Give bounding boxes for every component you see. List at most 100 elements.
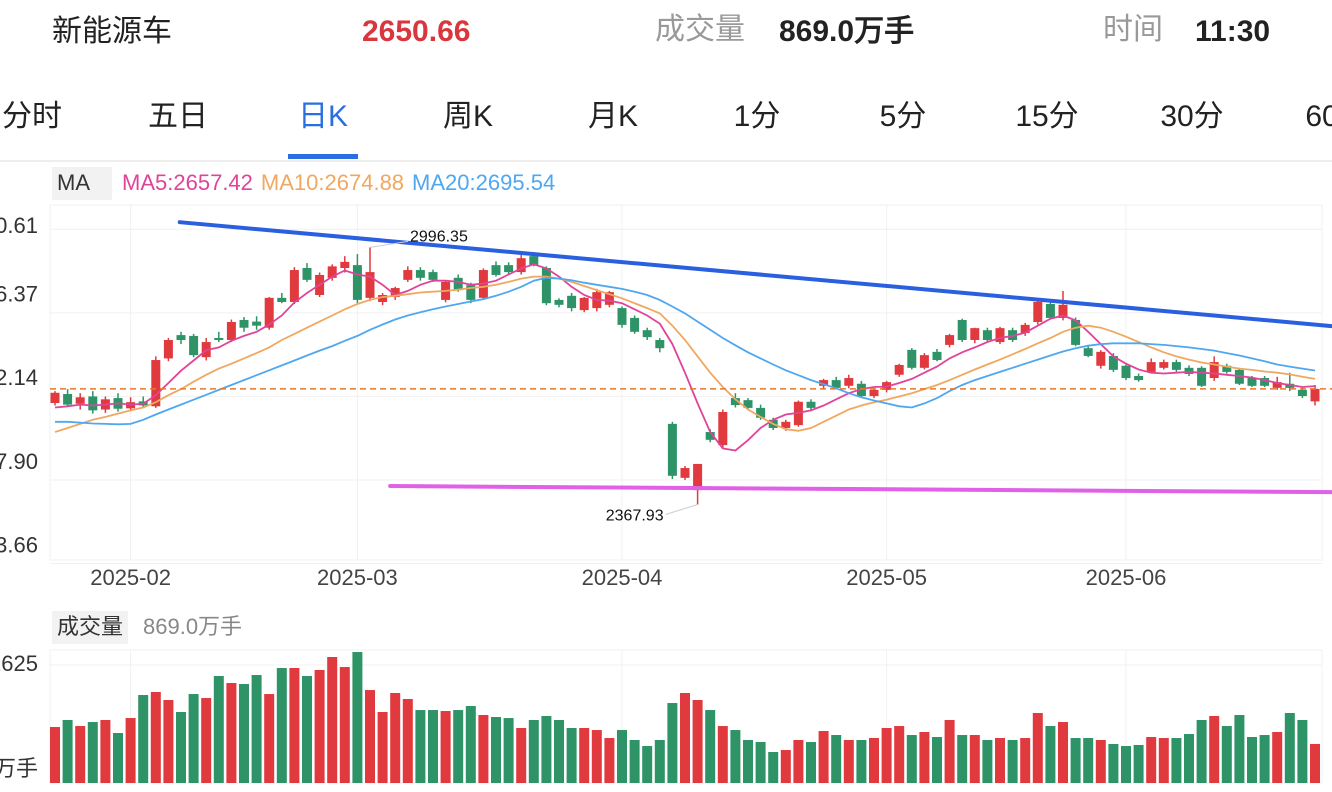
candle-body [1045, 304, 1055, 318]
volume-bar [1045, 726, 1056, 783]
volume-bar [402, 699, 413, 783]
candle-body [844, 378, 854, 386]
candle-body [705, 432, 715, 440]
tab[interactable]: 分时 [2, 100, 62, 133]
candle-body [919, 355, 929, 368]
volume-bar [100, 720, 111, 783]
price-plot-frame [49, 204, 1323, 561]
tab[interactable]: 1分 [734, 100, 781, 133]
annotation: 2996.35 [410, 229, 468, 246]
legend-separator: : [318, 170, 324, 195]
volume-bar [176, 712, 186, 783]
ma-line [54, 263, 1316, 452]
candle-body [277, 297, 287, 302]
x-tick-label: 2025-03 [317, 565, 398, 590]
y-tick-label: 2632.14 [0, 365, 38, 390]
candle-body [932, 351, 942, 361]
candle-body [567, 295, 577, 309]
volume-bar [1158, 738, 1169, 783]
time-label: 时间 [1103, 13, 1163, 46]
volume-bar [906, 735, 917, 783]
legend-name: MA10 [261, 170, 318, 195]
candle-body [1310, 388, 1320, 402]
candle-body [63, 394, 73, 405]
tab[interactable]: 五日 [148, 100, 208, 133]
candle-body [1159, 362, 1169, 368]
legend-name: MA20 [412, 170, 469, 195]
candle-body [466, 285, 476, 300]
candle-body [730, 398, 740, 406]
volume-bar [617, 730, 627, 783]
volume-bar [1133, 744, 1144, 783]
tab[interactable]: 月K [588, 100, 638, 133]
volume-bar [125, 718, 136, 783]
volume-bar [491, 716, 501, 783]
volume-bar [1032, 712, 1043, 783]
candle-body [630, 317, 640, 332]
candle-body [1247, 378, 1257, 386]
candle-body [1272, 382, 1282, 388]
volume-bar [1272, 732, 1283, 783]
volume-bar [1209, 716, 1220, 783]
candle-body [756, 407, 766, 418]
x-tick-label: 2025-02 [90, 565, 171, 590]
volume-bar [730, 730, 741, 783]
candle-body [604, 292, 614, 305]
candle-body [50, 392, 60, 403]
volume-bar [944, 720, 955, 783]
volume-bar [428, 710, 438, 783]
candle-body [327, 266, 337, 278]
volume-bar [339, 667, 350, 783]
volume-bar [869, 738, 879, 783]
candle-body [428, 272, 438, 280]
volume-bar [87, 722, 98, 783]
ma-badge [52, 167, 112, 200]
legend-separator: : [470, 170, 476, 195]
candle-body [491, 265, 501, 275]
candle-body [365, 272, 375, 298]
volume-title: 成交量 [57, 614, 123, 639]
candle-body [995, 328, 1005, 343]
volume-bar [365, 690, 375, 783]
volume-bar [516, 728, 527, 783]
legend-value: 2657.42 [173, 170, 253, 195]
tab[interactable]: 周K [443, 100, 493, 133]
volume-bar [415, 710, 426, 783]
volume-bar [881, 728, 892, 783]
volume-bar [113, 732, 123, 783]
candle-body [655, 340, 665, 349]
ma-line [55, 276, 1316, 426]
candle-body [1146, 362, 1156, 372]
volume-bar [1234, 715, 1245, 783]
volume-bar [591, 730, 602, 783]
volume-bar [818, 731, 829, 783]
volume-unit: 万手 [0, 756, 38, 781]
volume-bar [579, 728, 590, 783]
candle-body [239, 319, 249, 328]
y-tick-label: 2836.37 [0, 282, 38, 307]
candle-body [176, 335, 186, 340]
volume-subtitle: 869.0万手 [143, 614, 242, 639]
volume-bar [276, 668, 287, 783]
y-tick-label: 3040.61 [0, 213, 38, 238]
candle-body [1071, 319, 1081, 345]
candle-body [693, 463, 703, 491]
volume-bar [667, 703, 678, 783]
tab[interactable]: 15分 [1015, 100, 1078, 133]
volume-bar [1184, 734, 1194, 783]
candle-body [516, 258, 526, 273]
candle-body [226, 322, 236, 340]
tab[interactable]: 日K [298, 100, 348, 133]
tab[interactable]: 5分 [880, 100, 927, 133]
candle-body [214, 337, 224, 340]
tab[interactable]: 30分 [1160, 100, 1223, 133]
candle-body [151, 360, 161, 407]
volume-bar [1121, 746, 1131, 783]
volume-bar [654, 739, 665, 783]
volume-bar [201, 698, 212, 783]
candle-body [970, 328, 980, 340]
volume-bar [465, 706, 476, 783]
tab[interactable]: 60分 [1305, 100, 1332, 133]
volume-bar [138, 695, 149, 783]
